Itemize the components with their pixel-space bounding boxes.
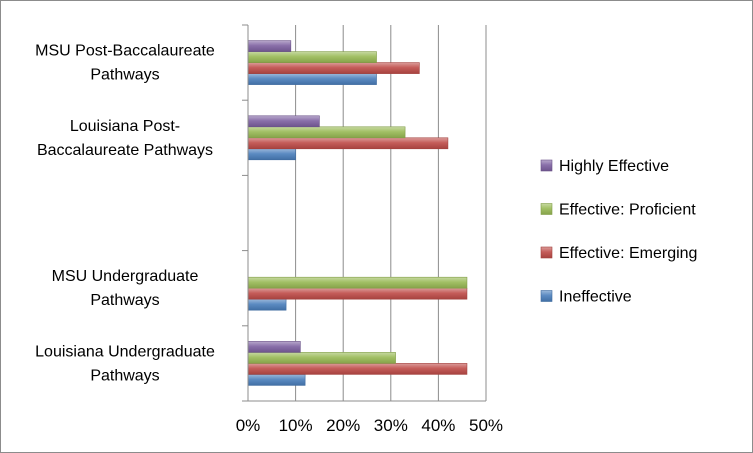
category-labels: Louisiana Undergraduate Pathways MSU Under… (35, 43, 215, 385)
x-tick-label: 50% (469, 416, 503, 435)
axes (242, 24, 486, 402)
bars (247, 40, 468, 386)
bar (247, 374, 306, 386)
legend-label: Effective: Proficient (559, 202, 696, 219)
legend-swatch (540, 159, 553, 172)
bar (247, 341, 301, 353)
bar (247, 40, 292, 52)
category-label: Louisiana Post-Baccalaureate Pathways (37, 118, 213, 159)
x-tick-label: 0% (236, 416, 261, 435)
legend: Highly Effective Effective: Proficient Eff… (540, 158, 697, 306)
legend-label: Highly Effective (559, 158, 669, 175)
x-tick-label: 40% (421, 416, 455, 435)
x-tick-labels: 0% 10% 20% 30% 40% 50% (236, 416, 503, 435)
bar (247, 62, 420, 74)
bar (247, 298, 287, 311)
gridlines (295, 25, 487, 401)
legend-swatch (540, 290, 553, 302)
bar (247, 287, 468, 300)
bar (247, 276, 468, 289)
bar (247, 115, 320, 128)
bar (247, 73, 377, 85)
bar (247, 126, 406, 139)
legend-swatch (540, 203, 553, 215)
bar (247, 137, 449, 150)
legend-label: Ineffective (559, 289, 632, 306)
x-tick-label: 20% (326, 416, 360, 435)
x-tick-label: 10% (279, 416, 313, 435)
bar (247, 352, 396, 364)
legend-swatch (540, 246, 553, 259)
x-tick-label: 30% (374, 416, 408, 435)
bar (247, 51, 377, 63)
bar (247, 148, 296, 161)
bar (247, 363, 468, 375)
category-label: MSU Post-Baccalaureate Pathways (35, 43, 215, 84)
category-label: Louisiana Undergraduate Pathways (35, 343, 215, 384)
legend-label: Effective: Emerging (559, 245, 697, 262)
category-label: MSU Undergraduate Pathways (52, 268, 199, 309)
